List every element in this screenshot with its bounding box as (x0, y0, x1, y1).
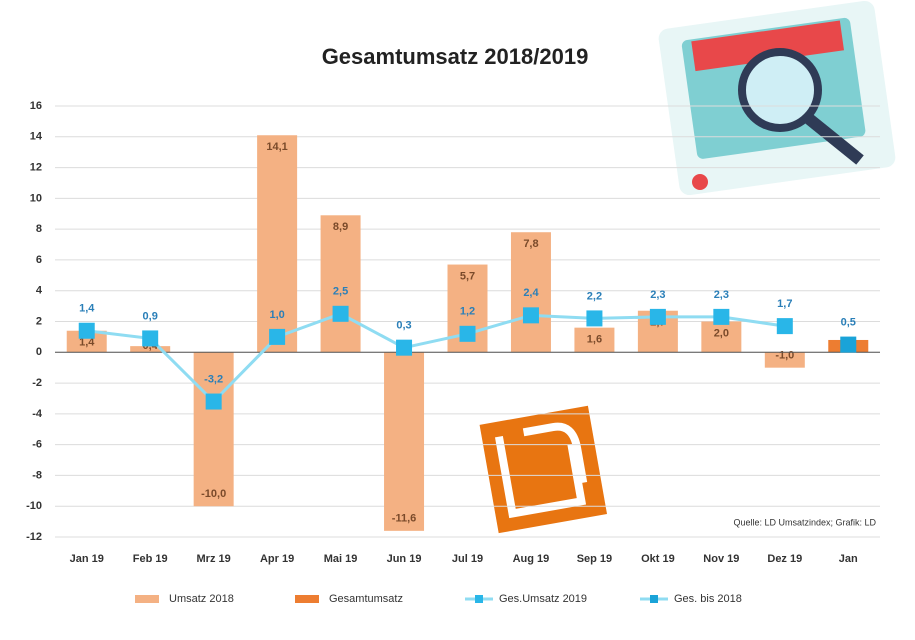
line-point (459, 325, 476, 342)
bar (320, 215, 361, 353)
line-point (142, 330, 159, 347)
y-tick-label: -8 (32, 469, 42, 481)
point-value-label: 0,3 (396, 320, 411, 332)
legend-label: Ges.Umsatz 2019 (499, 593, 587, 605)
bar-value-label: 1,6 (587, 334, 602, 346)
point-value-label: 2,3 (650, 289, 665, 301)
y-tick-label: -12 (26, 531, 42, 543)
x-tick-label: Aug 19 (513, 553, 550, 565)
y-tick-label: -6 (32, 439, 42, 451)
bar-value-label: 1,4 (79, 337, 95, 349)
point-value-label: 2,2 (587, 290, 602, 302)
point-value-label: 2,3 (714, 289, 729, 301)
line-point (332, 305, 349, 322)
x-tick-label: Mai 19 (324, 553, 358, 565)
legend-label: Ges. bis 2018 (674, 593, 742, 605)
y-tick-label: 12 (30, 161, 42, 173)
bar (510, 232, 551, 353)
point-value-label: 0,9 (143, 310, 158, 322)
y-tick-label: -10 (26, 500, 42, 512)
legend-swatch (295, 595, 319, 603)
point-value-label: 1,2 (460, 306, 475, 318)
y-tick-label: 14 (30, 131, 43, 143)
bar (574, 327, 615, 353)
bar (701, 321, 742, 353)
x-tick-label: Jul 19 (452, 553, 483, 565)
x-tick-label: Dez 19 (767, 553, 802, 565)
legend-marker (650, 595, 658, 603)
point-value-label: 1,7 (777, 298, 792, 310)
y-tick-label: 8 (36, 223, 42, 235)
bar-value-label: -11,6 (392, 513, 416, 525)
bar-value-label: 7,8 (523, 238, 538, 250)
y-tick-label: 16 (30, 100, 42, 112)
x-tick-label: Okt 19 (641, 553, 675, 565)
line-point (78, 322, 95, 339)
x-tick-label: Feb 19 (133, 553, 168, 565)
bar (764, 352, 805, 368)
bar-value-label: -10,0 (201, 488, 226, 500)
point-value-label: -3,2 (204, 373, 223, 385)
bar-value-label: -1,0 (775, 350, 794, 362)
legend-label: Gesamtumsatz (329, 593, 403, 605)
bar (66, 330, 107, 353)
point-value-label: 0,5 (841, 316, 856, 328)
line (86, 312, 786, 404)
y-tick-label: 6 (36, 254, 42, 266)
y-tick-label: 10 (30, 192, 42, 204)
y-tick-label: 0 (36, 346, 42, 358)
logo (479, 405, 608, 534)
legend-marker (475, 595, 483, 603)
line-point (840, 336, 857, 353)
bar (130, 346, 171, 353)
point-value-label: 2,5 (333, 286, 348, 298)
source-note: Quelle: LD Umsatzindex; Grafik: LD (733, 517, 876, 527)
shop-illustration (658, 0, 896, 196)
line-point (396, 339, 413, 356)
bar (193, 352, 234, 507)
line-point (522, 307, 539, 324)
y-tick-label: 2 (36, 315, 42, 327)
bar-value-label: 8,9 (333, 221, 348, 233)
x-tick-label: Apr 19 (260, 553, 294, 565)
x-tick-label: Nov 19 (703, 553, 739, 565)
y-tick-label: -4 (32, 408, 43, 420)
point-value-label: 1,4 (79, 303, 95, 315)
line-point (586, 310, 603, 327)
bar (384, 352, 425, 531)
line-point (713, 308, 730, 325)
y-tick-label: -2 (32, 377, 42, 389)
point-value-label: 2,4 (523, 287, 539, 299)
line-point (205, 393, 222, 410)
line-point (649, 308, 666, 325)
x-tick-label: Jan (839, 553, 858, 565)
line-point (269, 328, 286, 345)
legend-label: Umsatz 2018 (169, 593, 234, 605)
x-tick-label: Mrz 19 (197, 553, 231, 565)
x-tick-label: Jan 19 (70, 553, 104, 565)
bar-value-label: 5,7 (460, 270, 475, 282)
x-tick-label: Sep 19 (577, 553, 612, 565)
bar (257, 135, 298, 353)
legend-swatch (135, 595, 159, 603)
y-tick-label: 4 (36, 285, 43, 297)
bar-value-label: 2,0 (714, 327, 729, 339)
line-point (776, 318, 793, 335)
bar-value-label: 14,1 (266, 141, 287, 153)
point-value-label: 1,0 (269, 309, 284, 321)
x-tick-label: Jun 19 (387, 553, 422, 565)
chart-title: Gesamtumsatz 2018/2019 (322, 44, 589, 69)
